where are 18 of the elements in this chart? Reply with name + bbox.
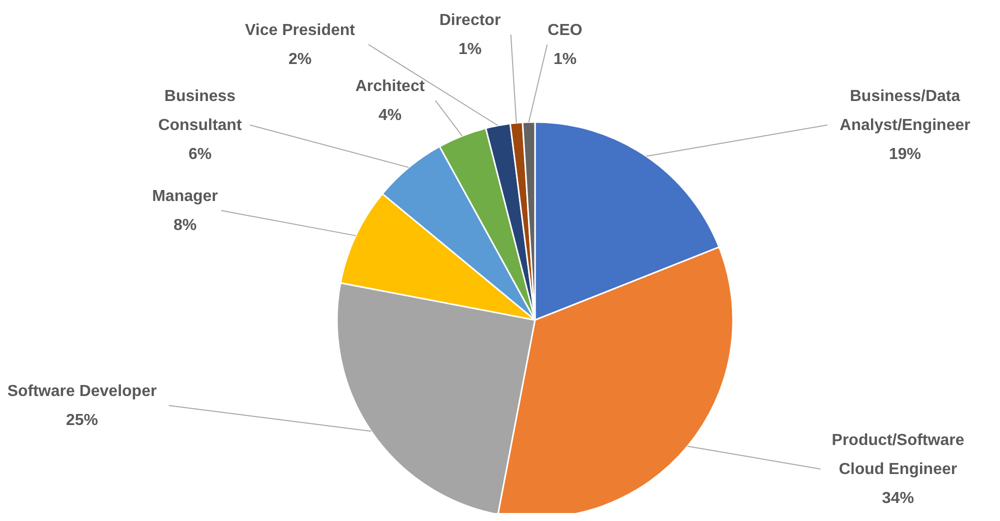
data-label: 19% xyxy=(888,146,922,162)
data-label: 8% xyxy=(173,216,197,234)
slice-label: Business/Data Analyst/Engineer xyxy=(840,88,970,134)
slice-label: Director xyxy=(439,12,501,28)
data-label: 25% xyxy=(66,412,98,428)
data-label: 4% xyxy=(378,106,402,124)
slice-label: Product/Software Cloud Engineer xyxy=(832,432,964,478)
slice-label: Business Consultant xyxy=(158,88,242,134)
data-label: 34% xyxy=(882,490,914,506)
slice-label: Vice President xyxy=(245,22,356,38)
data-label: 1% xyxy=(458,40,482,58)
slice-label: Manager xyxy=(152,188,218,204)
data-label: 1% xyxy=(553,50,577,68)
slice-label: CEO xyxy=(548,22,582,38)
slice-label: Software Developer xyxy=(7,382,157,400)
slice-label: Architect xyxy=(355,78,426,94)
data-label: 2% xyxy=(288,50,312,68)
data-label: 6% xyxy=(188,146,212,162)
